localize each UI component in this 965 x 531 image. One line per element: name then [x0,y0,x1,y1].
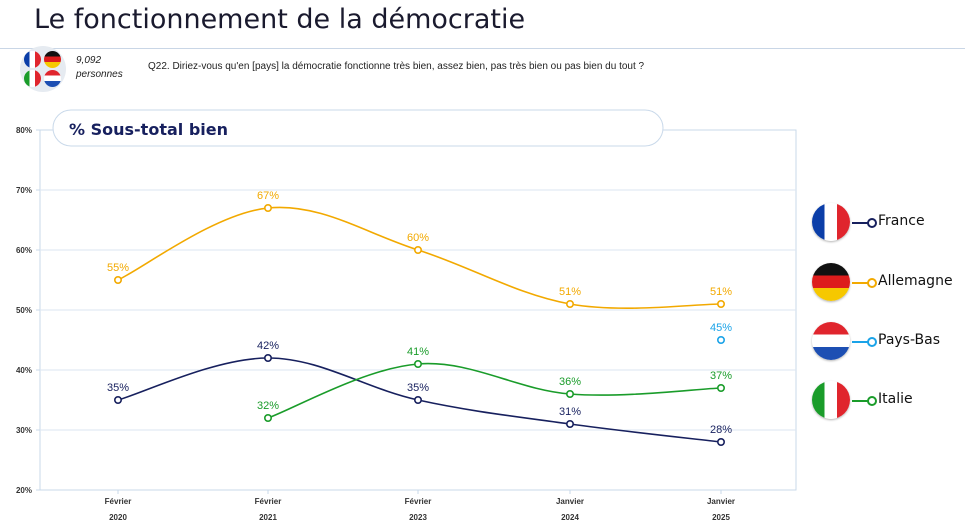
legend-marker-italie [867,396,877,406]
sample-unit: personnes [76,69,123,80]
legend-label-pays-bas: Pays-Bas [878,332,941,348]
data-point-allemagne [565,299,574,308]
legend-marker-pays-bas [867,337,877,347]
legend-marker-france [867,218,877,228]
germany-flag-icon [812,263,850,301]
chart-title: % Sous-total bien [69,120,228,139]
y-tick-label: 20% [16,486,32,495]
x-tick-month: Février [105,497,132,506]
data-label-allemagne: 60% [407,232,429,244]
data-label-france: 35% [407,382,429,394]
data-point-italie [716,383,725,392]
legend-label-italie: Italie [878,391,913,407]
legend-label-allemagne: Allemagne [878,273,953,289]
data-point-france [565,419,574,428]
x-tick-year: 2024 [561,513,579,522]
data-point-allemagne [716,299,725,308]
chart-title-box [52,109,664,147]
data-point-italie [565,389,574,398]
y-tick-label: 70% [16,186,32,195]
x-tick-year: 2020 [109,513,127,522]
y-tick-label: 80% [16,126,32,135]
sample-count: 9,092 [76,55,102,66]
data-label-pays-bas: 45% [710,322,732,334]
data-label-italie: 36% [559,376,581,388]
data-label-allemagne: 51% [559,286,581,298]
x-tick-year: 2025 [712,513,730,522]
y-tick-label: 60% [16,246,32,255]
data-label-allemagne: 67% [257,190,279,202]
data-point-allemagne [413,246,422,255]
data-label-france: 28% [710,424,732,436]
country-flags-badge [20,46,66,92]
legend-line-allemagne [852,282,869,284]
y-tick-label: 30% [16,426,32,435]
x-tick-month: Janvier [556,497,584,506]
legend-line-pays-bas [852,341,869,343]
data-point-allemagne [114,275,123,284]
data-label-italie: 41% [407,346,429,358]
data-point-pays-bas [716,335,725,344]
series-line-italie [267,362,722,419]
page-title: Le fonctionnement de la démocratie [34,4,526,35]
legend-line-italie [852,400,869,402]
series-line-allemagne [117,206,722,309]
data-point-france [114,395,123,404]
x-tick-year: 2021 [259,513,277,522]
italy-flag-icon [812,381,850,419]
title-divider [0,48,965,49]
data-label-france: 31% [559,406,581,418]
x-tick-month: Février [255,497,282,506]
data-label-allemagne: 55% [107,262,129,274]
germany-flag-icon [44,51,61,68]
y-tick-label: 50% [16,306,32,315]
france-flag-icon [812,203,850,241]
x-tick-month: Février [405,497,432,506]
legend-line-france [852,222,869,224]
data-label-italie: 37% [710,370,732,382]
data-label-france: 35% [107,382,129,394]
sample-size: 9,092 personnes [76,54,123,82]
data-point-france [413,395,422,404]
legend-label-france: France [878,213,925,229]
data-label-allemagne: 51% [710,286,732,298]
survey-question: Q22. Diriez-vous qu'en [pays] la démocra… [148,61,645,72]
data-point-italie [413,359,422,368]
data-point-allemagne [263,204,272,213]
y-tick-label: 40% [16,366,32,375]
netherlands-flag-icon [812,322,850,360]
x-tick-month: Janvier [707,497,735,506]
x-tick-year: 2023 [409,513,427,522]
netherlands-flag-icon [44,70,61,87]
data-point-france [716,437,725,446]
data-point-france [263,353,272,362]
data-label-italie: 32% [257,400,279,412]
france-flag-icon [24,51,41,68]
italy-flag-icon [24,70,41,87]
legend-marker-allemagne [867,278,877,288]
data-point-italie [263,413,272,422]
data-label-france: 42% [257,340,279,352]
